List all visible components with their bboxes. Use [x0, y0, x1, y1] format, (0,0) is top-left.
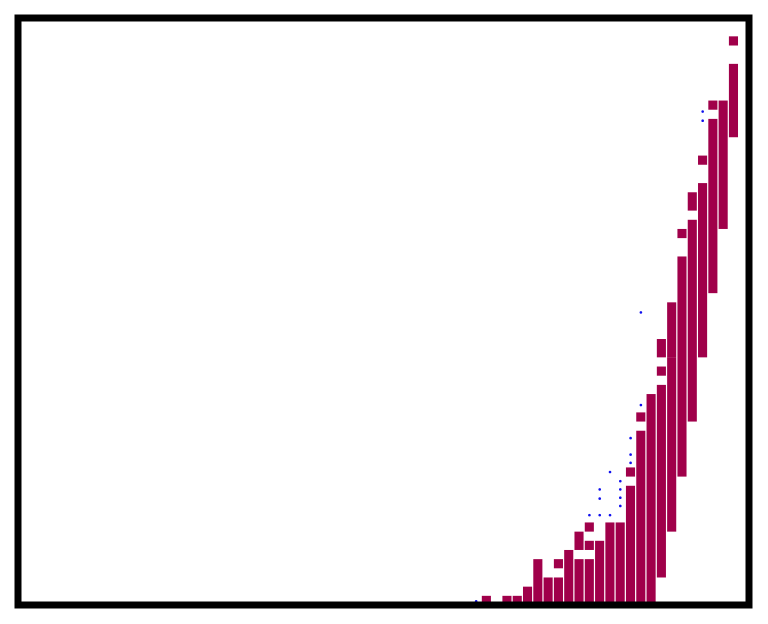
bar-segment-17: [625, 485, 636, 605]
bar-segment-16: [615, 522, 625, 605]
bar-segment-26: [667, 302, 677, 358]
bar-segment-37: [728, 36, 739, 46]
bars-layer: [481, 36, 739, 605]
bar-segment-27: [677, 256, 687, 477]
data-point-8: [619, 496, 622, 499]
data-point-1: [588, 513, 591, 517]
data-point-3: [598, 497, 602, 500]
bar-segment-9: [574, 559, 584, 605]
data-point-4: [598, 488, 602, 491]
bar-segment-23: [656, 366, 666, 376]
bar-segment-32: [698, 155, 708, 165]
data-point-7: [619, 504, 622, 508]
bar-segment-11: [584, 559, 594, 605]
data-point-10: [619, 479, 622, 483]
bar-segment-10: [574, 531, 584, 550]
data-point-11: [629, 461, 632, 465]
data-point-13: [629, 436, 632, 440]
bar-segment-36: [728, 63, 739, 138]
bar-segment-12: [584, 540, 594, 550]
bar-segment-34: [708, 100, 718, 110]
bar-segment-24: [656, 339, 666, 358]
bar-segment-1: [502, 595, 512, 605]
bar-segment-20: [636, 412, 646, 422]
data-point-16: [701, 119, 704, 123]
bar-segment-22: [656, 384, 666, 578]
plot-frame: [14, 14, 753, 609]
bar-segment-21: [646, 394, 656, 605]
bar-segment-25: [667, 357, 677, 532]
bar-segment-3: [522, 586, 533, 605]
bar-segment-7: [553, 559, 563, 569]
bar-segment-18: [625, 467, 636, 477]
data-point-5: [608, 513, 612, 517]
bar-segment-13: [584, 522, 594, 532]
bar-segment-15: [605, 522, 615, 605]
bar-segment-8: [564, 549, 574, 605]
bar-segment-14: [595, 540, 605, 605]
bar-segment-4: [533, 559, 543, 605]
data-point-2: [598, 513, 602, 517]
bar-segment-35: [718, 100, 728, 229]
data-point-12: [629, 453, 632, 456]
bar-segment-5: [543, 577, 553, 605]
data-point-15: [639, 311, 643, 314]
bar-segment-30: [687, 192, 697, 211]
data-point-17: [701, 110, 704, 113]
bar-segment-31: [698, 183, 708, 358]
data-point-6: [608, 470, 612, 474]
bar-segment-28: [677, 228, 687, 239]
data-point-14: [639, 403, 643, 407]
bar-segment-6: [553, 577, 563, 605]
data-point-9: [619, 488, 622, 491]
bar-segment-19: [636, 430, 646, 605]
bar-segment-2: [512, 595, 522, 605]
bar-segment-29: [687, 219, 697, 422]
bar-segment-0: [481, 595, 491, 605]
bar-segment-33: [708, 118, 718, 294]
